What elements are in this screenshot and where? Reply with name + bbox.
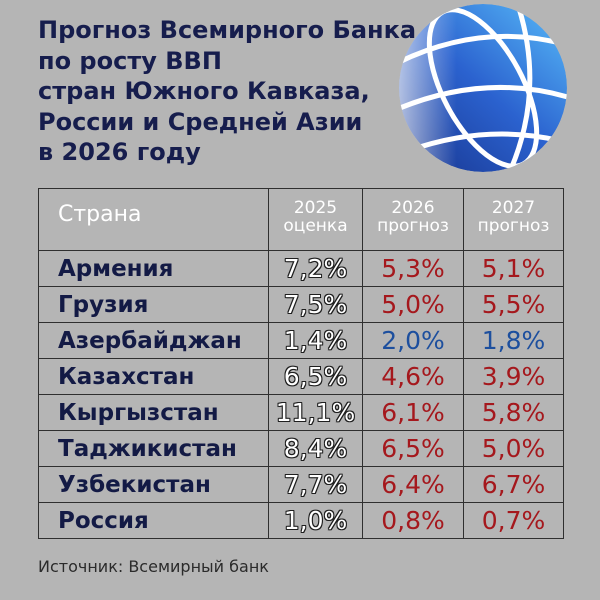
table-header-row: Страна 2025 оценка 2026 прогноз 2027 про… [38, 188, 564, 251]
gdp-forecast-table: Страна 2025 оценка 2026 прогноз 2027 про… [38, 188, 564, 539]
forecast-2027-cell: 3,9% [463, 358, 564, 395]
country-cell: Грузия [38, 286, 269, 323]
forecast-2026-cell: 6,4% [362, 466, 464, 503]
forecast-2027-cell: 1,8% [463, 322, 564, 359]
country-cell: Таджикистан [38, 430, 269, 467]
forecast-2026-cell: 6,5% [362, 430, 464, 467]
table-row: Азербайджан 1,4% 2,0% 1,8% [38, 322, 564, 359]
source-note: Источник: Всемирный банк [38, 557, 269, 576]
column-header-2027: 2027 прогноз [463, 188, 564, 251]
forecast-2027-cell: 6,7% [463, 466, 564, 503]
forecast-2026-cell: 5,3% [362, 250, 464, 287]
forecast-2026-cell: 4,6% [362, 358, 464, 395]
column-header-2025: 2025 оценка [268, 188, 363, 251]
table-row: Грузия 7,5% 5,0% 5,5% [38, 286, 564, 323]
estimate-2025-cell: 11,1% [268, 394, 363, 431]
estimate-2025-cell: 7,2% [268, 250, 363, 287]
globe-fade [399, 4, 567, 172]
table-body: Армения 7,2% 5,3% 5,1% Грузия 7,5% 5,0% … [38, 250, 564, 539]
forecast-2026-cell: 0,8% [362, 502, 464, 539]
forecast-2027-cell: 5,1% [463, 250, 564, 287]
forecast-2026-cell: 5,0% [362, 286, 464, 323]
forecast-2027-cell: 0,7% [463, 502, 564, 539]
table-row: Таджикистан 8,4% 6,5% 5,0% [38, 430, 564, 467]
table-row: Узбекистан 7,7% 6,4% 6,7% [38, 466, 564, 503]
country-cell: Узбекистан [38, 466, 269, 503]
table-row: Армения 7,2% 5,3% 5,1% [38, 250, 564, 287]
country-cell: Кыргызстан [38, 394, 269, 431]
country-cell: Казахстан [38, 358, 269, 395]
forecast-2026-cell: 2,0% [362, 322, 464, 359]
estimate-2025-cell: 1,4% [268, 322, 363, 359]
column-header-country: Страна [38, 188, 269, 251]
estimate-2025-cell: 7,5% [268, 286, 363, 323]
table-row: Кыргызстан 11,1% 6,1% 5,8% [38, 394, 564, 431]
table-row: Казахстан 6,5% 4,6% 3,9% [38, 358, 564, 395]
forecast-2027-cell: 5,0% [463, 430, 564, 467]
forecast-2026-cell: 6,1% [362, 394, 464, 431]
column-header-2026: 2026 прогноз [362, 188, 464, 251]
country-cell: Армения [38, 250, 269, 287]
country-cell: Азербайджан [38, 322, 269, 359]
estimate-2025-cell: 7,7% [268, 466, 363, 503]
forecast-2027-cell: 5,8% [463, 394, 564, 431]
forecast-2027-cell: 5,5% [463, 286, 564, 323]
table-header: Страна 2025 оценка 2026 прогноз 2027 про… [38, 188, 564, 251]
world-bank-globe-icon [399, 4, 567, 172]
country-cell: Россия [38, 502, 269, 539]
page-title: Прогноз Всемирного Банка по росту ВВП ст… [38, 16, 417, 166]
table-row: Россия 1,0% 0,8% 0,7% [38, 502, 564, 539]
estimate-2025-cell: 6,5% [268, 358, 363, 395]
estimate-2025-cell: 8,4% [268, 430, 363, 467]
estimate-2025-cell: 1,0% [268, 502, 363, 539]
